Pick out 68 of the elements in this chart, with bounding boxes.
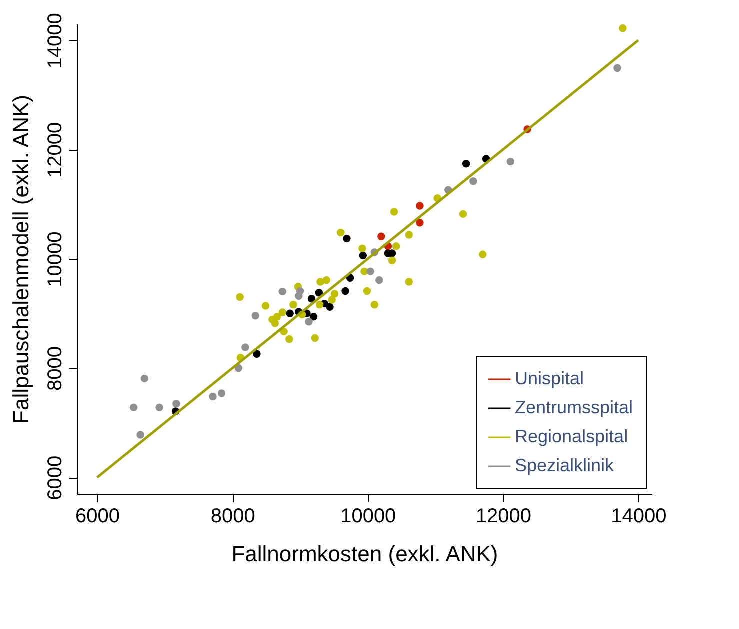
point [262,302,270,310]
point [271,320,280,328]
point [358,244,366,252]
point [328,296,336,304]
point [310,313,318,321]
point [416,202,424,210]
point [506,158,514,166]
point [416,219,424,227]
point [479,250,487,258]
point [322,276,330,284]
point [308,295,316,303]
point [370,301,379,309]
point [236,293,244,302]
x-tick-label: 6000 [76,506,120,528]
legend-label: Regionalspital [515,426,628,446]
point [459,210,468,218]
point [156,404,164,412]
point [359,252,368,260]
x-axis-title: Fallnormkosten (exkl. ANK) [232,542,498,566]
point [366,268,374,276]
point [252,312,260,320]
x-tick-label: 8000 [210,506,256,528]
point [286,310,294,318]
x-tick-label: 10000 [340,506,396,528]
x-tick-label: 14000 [611,506,667,528]
point [286,335,294,344]
point [376,276,384,284]
point [405,231,414,239]
point [140,374,149,383]
y-tick-label: 14000 [44,13,66,69]
point [614,64,622,72]
point [315,289,324,297]
point [172,400,180,408]
x-tick-label: 12000 [476,506,532,528]
point [326,303,334,311]
point [336,228,345,237]
point [209,392,217,401]
point [619,24,627,32]
point [295,292,303,300]
point [470,178,478,186]
point [390,208,398,216]
legend-label: Spezialklinik [515,456,616,476]
point [305,318,313,326]
point [278,288,287,296]
point [388,256,396,265]
point [330,290,339,298]
point [136,431,144,439]
point [343,234,351,243]
point [462,160,470,168]
y-tick-label: 8000 [44,346,66,392]
point [130,404,138,412]
point [363,287,372,296]
legend-label: Zentrumsspital [515,398,634,418]
point [290,301,298,309]
y-axis-title: Fallpauschalenmodell (exkl. ANK) [8,95,34,424]
y-tick-label: 10000 [44,232,66,288]
point [242,344,250,352]
point [392,242,400,250]
y-tick-label: 12000 [44,122,66,178]
point [311,334,319,342]
point [405,278,414,286]
legend-label: Unispital [515,368,584,388]
point [378,232,386,240]
point [316,301,324,309]
point [278,308,287,316]
point [253,350,261,358]
point [218,390,226,398]
point [342,287,350,296]
